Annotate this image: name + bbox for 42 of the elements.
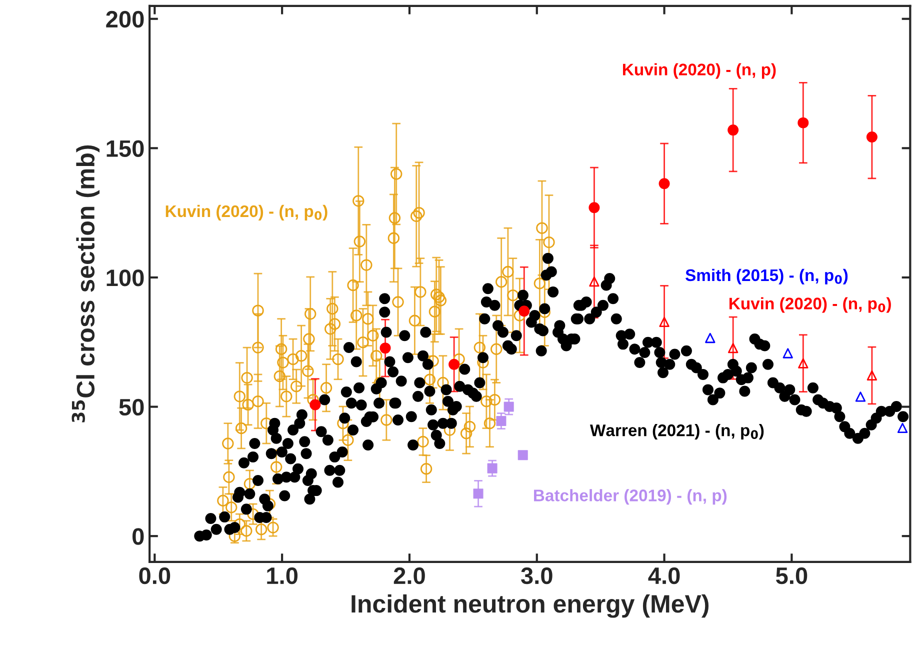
x-tick-label: 3.0 bbox=[521, 567, 552, 584]
point bbox=[448, 358, 460, 370]
point bbox=[658, 178, 670, 190]
series-label: Kuvin (2020) - (n, p$_{0}$) bbox=[730, 297, 891, 313]
point bbox=[798, 117, 809, 128]
point bbox=[728, 124, 739, 136]
x-tick-label: 2.0 bbox=[394, 567, 425, 584]
text: Kuvin (2020) - (n, p) bbox=[623, 63, 776, 79]
x-tick-label: 5.0 bbox=[776, 567, 808, 584]
series-label: Kuvin (2020) - (n, p$_{0}$) bbox=[166, 204, 328, 220]
y-tick-label: 150 bbox=[106, 140, 144, 157]
series-label: Warren (2021) - (n, p$_{0}$) bbox=[590, 424, 764, 440]
point bbox=[866, 370, 878, 381]
point bbox=[589, 276, 600, 287]
point bbox=[855, 392, 866, 402]
point bbox=[518, 450, 528, 460]
point bbox=[504, 402, 514, 412]
x-tick-label: 0.0 bbox=[139, 567, 170, 584]
y-tick-label: 100 bbox=[106, 270, 144, 286]
point bbox=[380, 342, 391, 354]
x-tick-label: 1.0 bbox=[267, 567, 298, 584]
y-tick-label: 200 bbox=[106, 10, 144, 28]
x-axis-title: Incident neutron energy (MeV) bbox=[352, 594, 709, 618]
point bbox=[518, 306, 530, 317]
point bbox=[705, 332, 716, 344]
point bbox=[782, 348, 793, 358]
point bbox=[588, 202, 600, 214]
point bbox=[487, 463, 498, 474]
x-tick-label: 4.0 bbox=[648, 567, 680, 584]
point bbox=[866, 132, 878, 143]
point bbox=[897, 422, 908, 434]
point bbox=[473, 488, 484, 499]
point bbox=[798, 358, 808, 368]
point bbox=[728, 342, 738, 354]
y-tick-label: 0 bbox=[132, 528, 144, 545]
series-label: Batchelder (2019) - (n, p) bbox=[534, 489, 727, 505]
point bbox=[310, 399, 321, 410]
point bbox=[496, 416, 506, 426]
text: Smith (2015) - (n, p$_{0}$) bbox=[686, 268, 848, 284]
y-axis-title: $^{35}$Cl cross section (mb) bbox=[72, 145, 100, 422]
y-tick-label: 50 bbox=[119, 398, 144, 416]
point bbox=[659, 316, 670, 328]
